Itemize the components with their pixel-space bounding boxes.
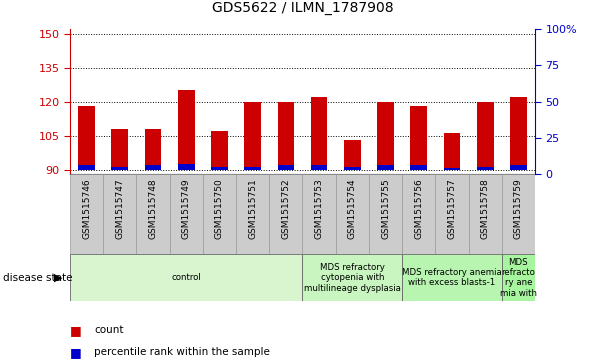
Text: MDS
refracto
ry ane
mia with: MDS refracto ry ane mia with <box>500 258 537 298</box>
Text: ■: ■ <box>70 346 81 359</box>
Text: GDS5622 / ILMN_1787908: GDS5622 / ILMN_1787908 <box>212 0 393 15</box>
Bar <box>136 174 170 254</box>
Bar <box>502 174 535 254</box>
Text: GSM1515750: GSM1515750 <box>215 178 224 239</box>
Bar <box>269 174 302 254</box>
Bar <box>377 102 394 170</box>
Bar <box>502 254 535 301</box>
Bar <box>402 254 502 301</box>
Bar <box>78 166 95 170</box>
Text: ■: ■ <box>70 324 81 337</box>
Bar <box>244 102 261 170</box>
Text: GSM1515756: GSM1515756 <box>414 178 423 239</box>
Text: GSM1515753: GSM1515753 <box>314 178 323 239</box>
Bar <box>78 106 95 170</box>
Text: GSM1515751: GSM1515751 <box>248 178 257 239</box>
Bar <box>369 174 402 254</box>
Bar <box>145 129 161 170</box>
Bar <box>435 174 469 254</box>
Bar <box>236 174 269 254</box>
Bar <box>444 133 460 170</box>
Bar <box>111 167 128 170</box>
Bar <box>111 129 128 170</box>
Bar <box>402 174 435 254</box>
Bar <box>311 97 327 170</box>
Text: GSM1515748: GSM1515748 <box>148 178 157 239</box>
Text: GSM1515759: GSM1515759 <box>514 178 523 239</box>
Bar <box>510 97 527 170</box>
Bar <box>170 174 203 254</box>
Text: GSM1515754: GSM1515754 <box>348 178 357 239</box>
Bar <box>477 167 494 170</box>
Text: GSM1515755: GSM1515755 <box>381 178 390 239</box>
Bar <box>244 167 261 170</box>
Bar <box>410 166 427 170</box>
Bar <box>278 102 294 170</box>
Bar <box>178 90 195 170</box>
Text: count: count <box>94 325 124 335</box>
Text: GSM1515758: GSM1515758 <box>481 178 489 239</box>
Text: control: control <box>171 273 201 282</box>
Text: ▶: ▶ <box>54 273 62 283</box>
Text: GSM1515757: GSM1515757 <box>447 178 457 239</box>
Bar <box>145 166 161 170</box>
Bar <box>178 164 195 170</box>
Bar <box>344 167 361 170</box>
Bar <box>103 174 136 254</box>
Text: GSM1515752: GSM1515752 <box>282 178 291 239</box>
Bar <box>444 168 460 170</box>
Bar <box>302 254 402 301</box>
Bar <box>477 102 494 170</box>
Bar <box>70 254 302 301</box>
Bar <box>211 167 228 170</box>
Bar <box>469 174 502 254</box>
Bar <box>311 166 327 170</box>
Bar <box>377 166 394 170</box>
Bar <box>70 174 103 254</box>
Bar <box>410 106 427 170</box>
Bar <box>344 140 361 170</box>
Bar <box>211 131 228 170</box>
Bar <box>336 174 369 254</box>
Text: MDS refractory
cytopenia with
multilineage dysplasia: MDS refractory cytopenia with multilinea… <box>304 263 401 293</box>
Text: percentile rank within the sample: percentile rank within the sample <box>94 347 270 357</box>
Text: GSM1515749: GSM1515749 <box>182 178 191 239</box>
Bar <box>278 166 294 170</box>
Text: disease state: disease state <box>3 273 72 283</box>
Text: GSM1515747: GSM1515747 <box>116 178 124 239</box>
Text: MDS refractory anemia
with excess blasts-1: MDS refractory anemia with excess blasts… <box>402 268 502 287</box>
Bar <box>302 174 336 254</box>
Bar <box>510 166 527 170</box>
Text: GSM1515746: GSM1515746 <box>82 178 91 239</box>
Bar <box>203 174 236 254</box>
